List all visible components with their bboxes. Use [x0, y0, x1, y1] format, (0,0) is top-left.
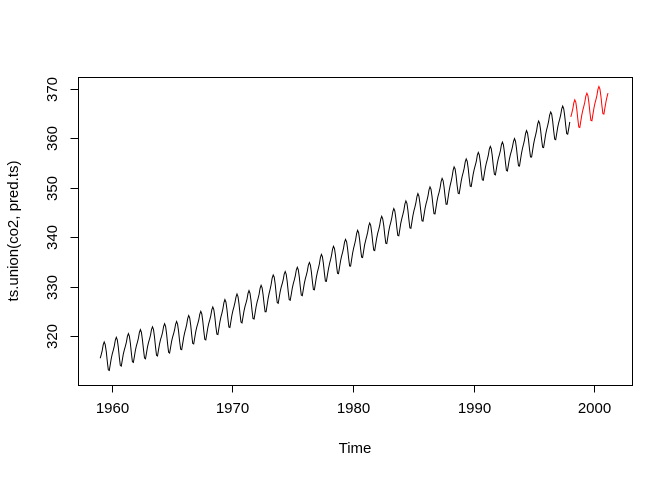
y-tick-label: 370	[44, 77, 61, 102]
y-axis-title: ts.union(co2, pred.ts)	[5, 161, 22, 302]
x-tick-label: 1980	[337, 400, 370, 417]
plot-box-border	[78, 77, 633, 386]
predicted-co2-line	[570, 85, 609, 129]
series-lines	[99, 85, 609, 372]
y-axis: 320 330 340 350 360 370	[44, 77, 78, 349]
x-tick-label: 1960	[96, 400, 129, 417]
y-tick-label: 330	[44, 275, 61, 300]
y-tick-label: 350	[44, 176, 61, 201]
observed-co2-line	[99, 104, 571, 372]
x-tick-label: 2000	[578, 400, 611, 417]
y-tick-label: 360	[44, 126, 61, 151]
x-axis: 1960 1970 1980 1990 2000	[96, 385, 611, 417]
x-axis-title: Time	[339, 440, 372, 457]
x-tick-label: 1990	[458, 400, 491, 417]
y-tick-label: 320	[44, 324, 61, 349]
y-tick-label: 340	[44, 225, 61, 250]
x-tick-label: 1970	[216, 400, 249, 417]
